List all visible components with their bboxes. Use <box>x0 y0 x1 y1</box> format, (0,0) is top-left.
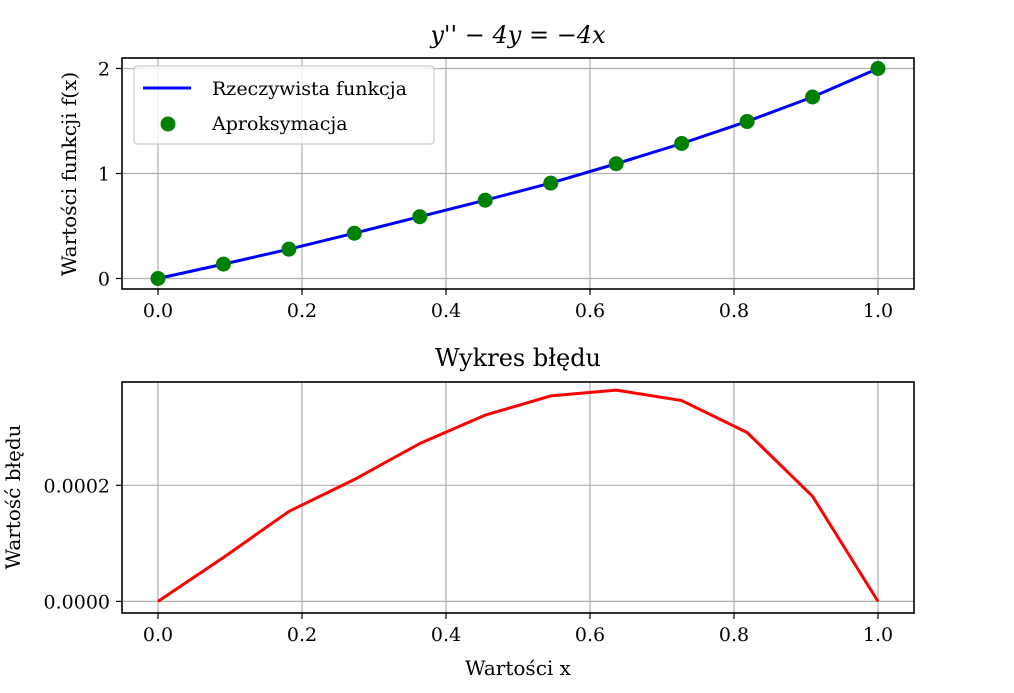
scatter-point <box>346 225 362 241</box>
top-y-axis-label: Wartości funkcji f(x) <box>57 72 81 276</box>
x-tick-label: 0.6 <box>575 300 605 322</box>
top-series-layer <box>150 61 886 286</box>
scatter-point <box>870 61 886 76</box>
scatter-point <box>608 156 624 172</box>
top-tick-layer: 0.0 0.2 0.4 0.6 0.8 1.0 0 1 2 <box>98 59 893 323</box>
bottom-tick-layer: 0.0 0.2 0.4 0.6 0.8 1.0 0.0000 0.0002 <box>44 475 894 646</box>
top-grid <box>122 58 914 289</box>
bottom-x-axis-label: Wartości x <box>465 656 572 680</box>
y-tick-label: 0.0000 <box>44 591 110 613</box>
x-tick-label: 1.0 <box>863 624 893 646</box>
legend-frame <box>133 65 435 145</box>
x-tick-label: 0.8 <box>719 624 749 646</box>
y-tick-label: 0.0002 <box>44 475 110 497</box>
x-tick-label: 0.0 <box>143 624 173 646</box>
bottom-series-layer <box>157 388 880 603</box>
x-tick-label: 0.4 <box>431 300 461 322</box>
scatter-point <box>739 113 755 129</box>
scatter-point <box>412 209 428 225</box>
legend-label-true-function: Rzeczywista funkcja <box>212 78 407 100</box>
scatter-point <box>281 241 297 257</box>
x-tick-label: 0.6 <box>575 624 605 646</box>
x-tick-label: 0.0 <box>143 300 173 322</box>
scatter-point <box>543 175 559 191</box>
x-tick-label: 0.2 <box>287 624 317 646</box>
top-subplot: y'' − 4y = −4x 0.0 0.2 0.4 0.6 0.8 1.0 0 1 2 War… <box>57 21 915 323</box>
bottom-y-axis-label: Wartość błędu <box>1 424 25 569</box>
bottom-grid <box>122 382 914 613</box>
bottom-plot-frame <box>121 381 915 614</box>
series-line <box>157 388 880 603</box>
y-tick-label: 0 <box>98 269 110 291</box>
x-tick-label: 0.2 <box>287 300 317 322</box>
y-tick-label: 1 <box>98 164 110 186</box>
top-chart-title: y'' − 4y = −4x <box>429 21 606 49</box>
legend-label-approximation: Aproksymacja <box>211 113 348 135</box>
bottom-chart-title: Wykres błędu <box>435 344 601 372</box>
scatter-point <box>674 136 690 152</box>
scatter-point <box>477 192 493 208</box>
x-tick-label: 0.4 <box>431 624 461 646</box>
y-tick-label: 2 <box>98 59 110 81</box>
scatter-point <box>215 256 231 272</box>
x-tick-label: 1.0 <box>863 300 893 322</box>
legend-marker-swatch <box>160 116 176 132</box>
x-tick-label: 0.8 <box>719 300 749 322</box>
bottom-subplot: Wykres błędu 0.0 0.2 0.4 0.6 0.8 1.00.00000.0… <box>1 344 915 680</box>
series-line <box>157 67 879 280</box>
scatter-point <box>805 89 821 105</box>
scatter-point <box>150 271 166 286</box>
legend: Rzeczywista funkcja Aproksymacja <box>133 65 435 145</box>
